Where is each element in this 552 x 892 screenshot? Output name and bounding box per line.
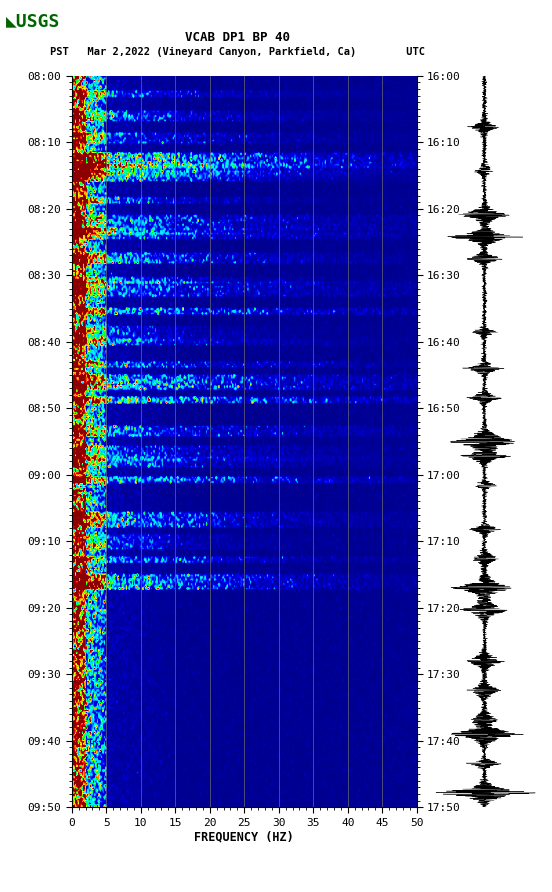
Text: PST   Mar 2,2022 (Vineyard Canyon, Parkfield, Ca)        UTC: PST Mar 2,2022 (Vineyard Canyon, Parkfie… <box>50 46 425 57</box>
Text: ◣USGS: ◣USGS <box>6 12 60 30</box>
Text: FREQUENCY (HZ): FREQUENCY (HZ) <box>194 830 294 843</box>
Text: VCAB DP1 BP 40: VCAB DP1 BP 40 <box>185 31 290 44</box>
